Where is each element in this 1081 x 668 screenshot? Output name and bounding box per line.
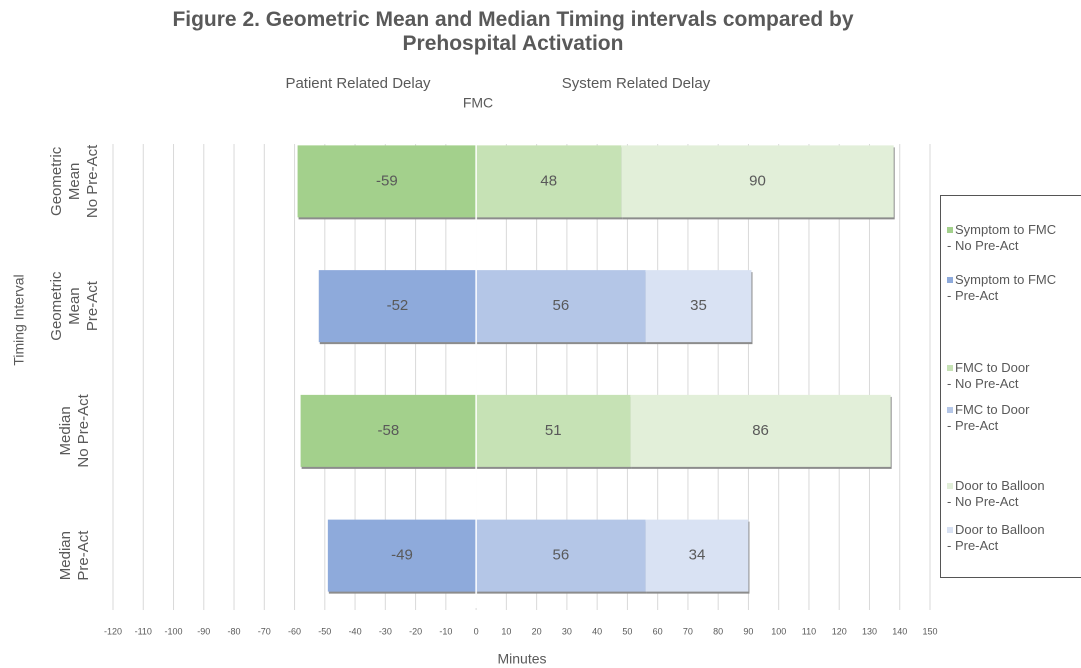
data-label: 56 (552, 547, 569, 564)
data-label: 51 (545, 422, 562, 439)
legend: Symptom to FMC - No Pre-Act Symptom to FM… (940, 195, 1081, 578)
legend-swatch (947, 365, 953, 371)
x-tick-label: -120 (104, 626, 122, 636)
y-tick-label: Geometric (48, 146, 65, 216)
legend-label: Symptom to FMC - No Pre-Act (947, 222, 1057, 253)
legend-item: Symptom to FMC - Pre-Act (947, 272, 1056, 304)
legend-swatch (947, 227, 953, 233)
bar-segment (630, 394, 891, 467)
bar-segment (327, 519, 477, 592)
x-tick-label: -100 (165, 626, 183, 636)
x-tick-label: 130 (862, 626, 877, 636)
x-axis-title: Minutes (497, 651, 546, 667)
x-tick-label: 70 (683, 626, 693, 636)
x-tick-label: 90 (743, 626, 753, 636)
data-label: 48 (540, 172, 557, 189)
y-tick-label: Geometric (48, 271, 65, 341)
bar-segment (318, 270, 477, 343)
legend-swatch (947, 277, 953, 283)
legend-label: Door to Balloon - No Pre-Act (947, 478, 1045, 509)
bar-segment (297, 145, 477, 218)
x-tick-label: -40 (349, 626, 362, 636)
data-label: 56 (552, 297, 569, 314)
x-tick-label: -70 (258, 626, 271, 636)
x-tick-label: -90 (197, 626, 210, 636)
x-tick-label: 120 (832, 626, 847, 636)
y-axis-title: Timing Interval (11, 274, 27, 365)
legend-swatch (947, 483, 953, 489)
y-tick-label: No Pre-Act (75, 393, 92, 467)
bar-segment (621, 145, 894, 218)
x-tick-label: -50 (318, 626, 331, 636)
x-tick-label: 140 (892, 626, 907, 636)
x-tick-label: -10 (439, 626, 452, 636)
x-tick-label: 30 (562, 626, 572, 636)
y-tick-label: No Pre-Act (84, 144, 101, 218)
legend-item: Symptom to FMC - No Pre-Act (947, 222, 1056, 254)
legend-item: FMC to Door - No Pre-Act (947, 360, 1029, 392)
y-tick-label: Median (57, 406, 74, 455)
legend-swatch (947, 407, 953, 413)
x-tick-label: 100 (771, 626, 786, 636)
legend-label: Symptom to FMC - Pre-Act (947, 272, 1057, 303)
y-tick-label: Pre-Act (84, 280, 101, 331)
legend-label: FMC to Door - No Pre-Act (947, 360, 1030, 391)
x-tick-label: 20 (532, 626, 542, 636)
y-tick-label: Pre-Act (75, 530, 92, 581)
annotation: System Related Delay (562, 75, 711, 92)
data-label: -52 (387, 297, 409, 314)
x-tick-label: -30 (379, 626, 392, 636)
y-tick-label: Mean (66, 163, 83, 201)
legend-item: Door to Balloon - No Pre-Act (947, 478, 1045, 510)
x-tick-label: 80 (713, 626, 723, 636)
data-label: -59 (376, 172, 398, 189)
legend-label: FMC to Door - Pre-Act (947, 402, 1030, 433)
data-label: 86 (752, 422, 769, 439)
bar-segment (645, 270, 752, 343)
bar-segment (476, 145, 622, 218)
x-tick-label: 110 (802, 626, 816, 636)
bar-segment (476, 519, 646, 592)
x-tick-label: 60 (653, 626, 663, 636)
annotation: FMC (463, 95, 493, 111)
data-label: 34 (689, 547, 706, 564)
chart-title: Figure 2. Geometric Mean and Median Timi… (172, 8, 854, 55)
bar-segment (300, 394, 477, 467)
legend-item: Door to Balloon - Pre-Act (947, 522, 1045, 554)
legend-label: Door to Balloon - Pre-Act (947, 522, 1045, 553)
legend-swatch (947, 527, 953, 533)
x-tick-label: 50 (622, 626, 632, 636)
x-tick-label: -60 (288, 626, 301, 636)
x-tick-label: 40 (592, 626, 602, 636)
y-tick-label: Median (57, 531, 74, 580)
data-label: -49 (391, 547, 413, 564)
annotation: Patient Related Delay (285, 75, 431, 92)
x-tick-label: 150 (922, 626, 937, 636)
y-tick-label: Mean (66, 287, 83, 325)
x-tick-label: -20 (409, 626, 422, 636)
x-tick-label: 0 (474, 626, 479, 636)
x-tick-label: -110 (135, 626, 152, 636)
data-label: 35 (690, 297, 707, 314)
data-label: -58 (378, 422, 400, 439)
x-tick-label: -80 (228, 626, 241, 636)
data-label: 90 (749, 172, 766, 189)
x-tick-label: 10 (501, 626, 511, 636)
bar-segment (476, 394, 631, 467)
bar-segment (476, 270, 646, 343)
legend-item: FMC to Door - Pre-Act (947, 402, 1029, 434)
bar-segment (645, 519, 749, 592)
